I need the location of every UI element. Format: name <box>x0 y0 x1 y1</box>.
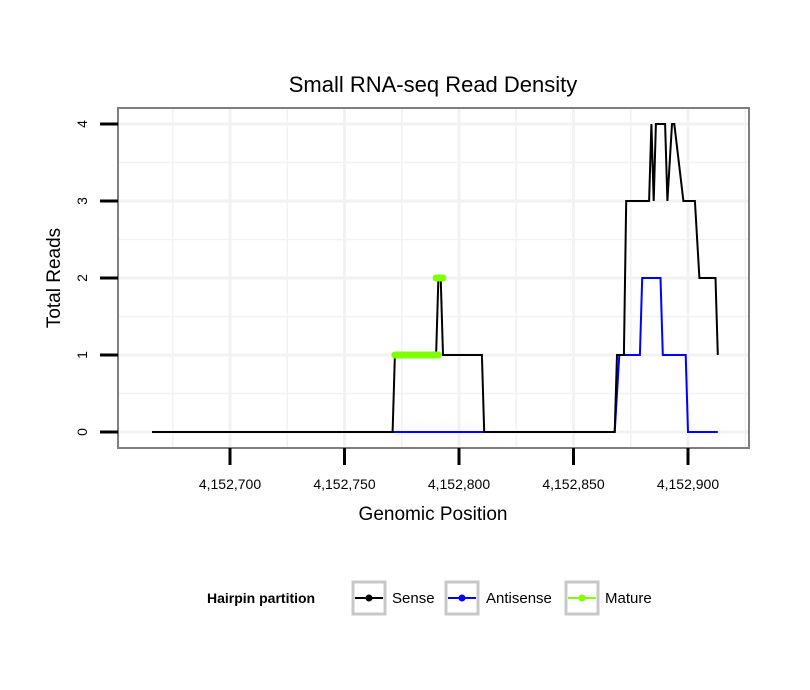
x-tick-label: 4,152,900 <box>657 476 719 492</box>
legend-key-marker <box>458 594 466 602</box>
legend: Hairpin partition Sense Antisense Mature <box>207 580 652 616</box>
x-tick-label: 4,152,850 <box>542 476 604 492</box>
legend-title: Hairpin partition <box>207 590 315 606</box>
y-tick-label: 1 <box>74 351 90 359</box>
legend-key-marker <box>578 594 586 602</box>
y-axis-title: Total Reads <box>44 228 65 328</box>
legend-label: Antisense <box>486 590 552 607</box>
y-tick-label: 2 <box>74 274 90 282</box>
x-tick-label: 4,152,800 <box>428 476 490 492</box>
x-axis: 4,152,700 4,152,750 4,152,800 4,152,850 4,15… <box>199 448 719 492</box>
y-tick-label: 3 <box>74 197 90 205</box>
y-axis: 0 1 2 3 4 <box>74 120 118 436</box>
x-tick-label: 4,152,750 <box>313 476 375 492</box>
series-antisense-line <box>152 277 718 433</box>
legend-label: Mature <box>605 590 652 607</box>
y-tick-label: 4 <box>74 120 90 128</box>
legend-label: Sense <box>392 590 435 607</box>
series-layer <box>152 123 719 433</box>
y-tick-label: 0 <box>74 428 90 436</box>
x-tick-label: 4,152,700 <box>199 476 261 492</box>
chart-title: Small RNA-seq Read Density <box>289 72 578 97</box>
x-axis-title: Genomic Position <box>359 504 508 525</box>
legend-key-marker <box>365 594 373 602</box>
